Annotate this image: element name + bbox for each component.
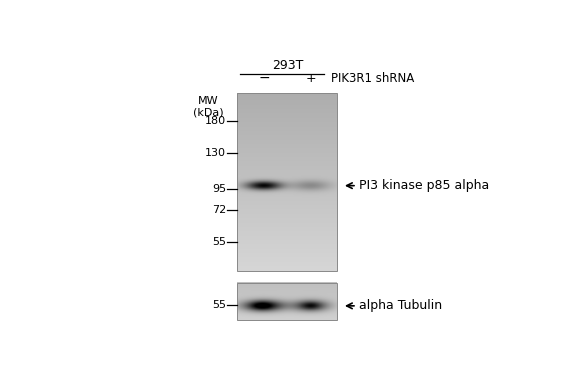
Text: 130: 130 xyxy=(205,148,226,158)
Bar xyxy=(237,283,336,321)
Text: alpha Tubulin: alpha Tubulin xyxy=(359,299,442,312)
Text: 95: 95 xyxy=(212,184,226,194)
Text: PIK3R1 shRNA: PIK3R1 shRNA xyxy=(331,72,414,85)
Text: 72: 72 xyxy=(212,205,226,215)
Bar xyxy=(237,93,336,271)
Text: PI3 kinase p85 alpha: PI3 kinase p85 alpha xyxy=(359,179,489,192)
Text: 293T: 293T xyxy=(272,59,303,71)
Text: +: + xyxy=(306,72,316,85)
Text: 180: 180 xyxy=(205,116,226,126)
Text: −: − xyxy=(258,71,270,85)
Text: 55: 55 xyxy=(212,237,226,247)
Text: MW
(kDa): MW (kDa) xyxy=(193,96,223,118)
Text: 55: 55 xyxy=(212,300,226,310)
